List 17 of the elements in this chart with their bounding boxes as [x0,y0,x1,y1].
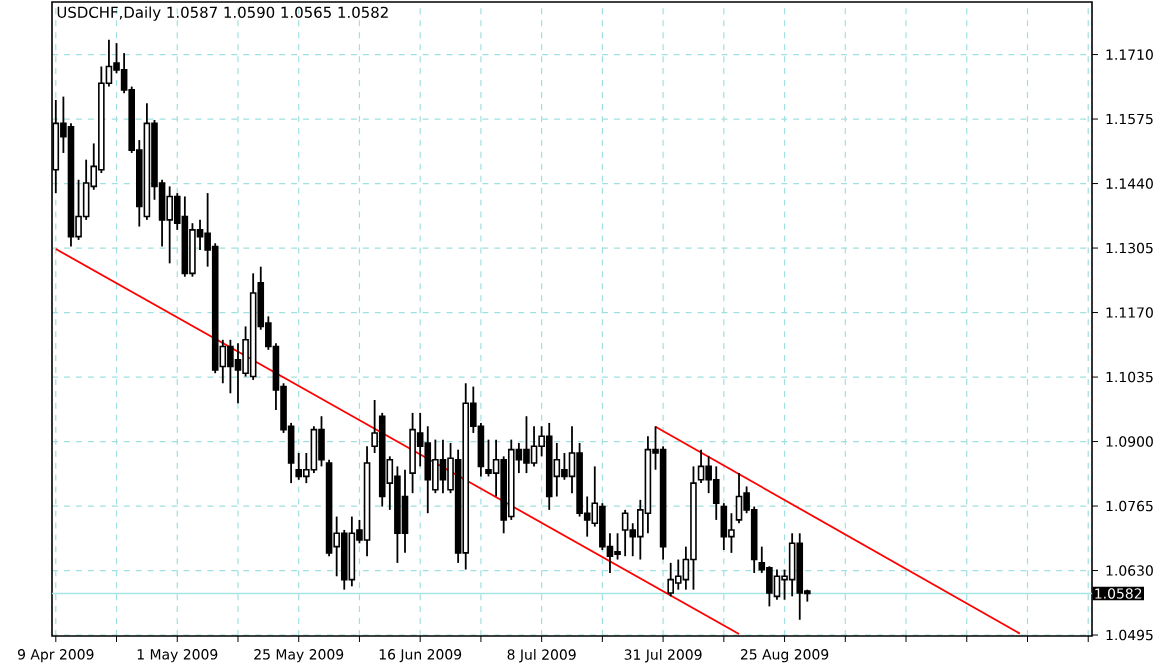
candlestick [735,472,743,525]
candlestick [348,515,356,588]
candlestick [530,425,538,468]
candlestick [227,338,234,395]
candlestick [561,452,568,481]
candlestick [667,562,674,598]
candlestick [553,442,561,498]
candlestick [523,415,530,474]
candlestick [234,342,242,405]
candlestick [621,508,629,558]
candlestick [788,532,796,598]
candlestick [728,512,735,554]
candlestick [166,185,173,265]
candlestick [189,222,196,278]
candlestick [773,568,781,601]
candlestick [310,425,318,474]
candlestick [439,438,447,495]
